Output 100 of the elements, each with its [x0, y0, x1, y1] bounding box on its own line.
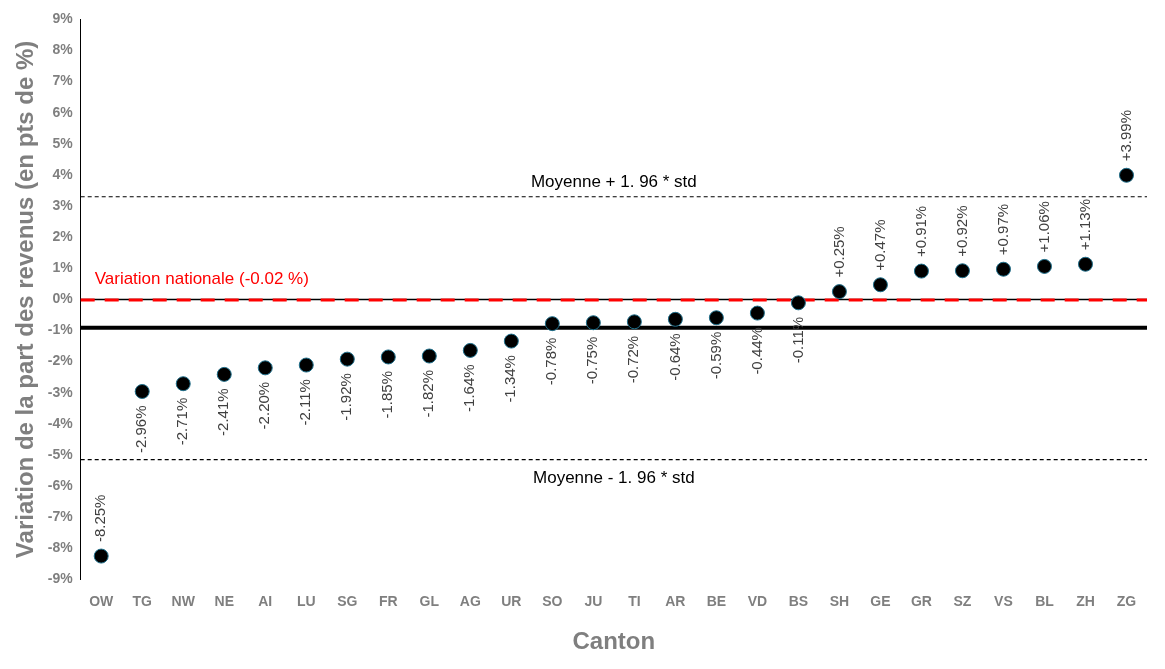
point — [1118, 167, 1134, 183]
x-tick-label: NW — [171, 592, 196, 609]
y-tick-label: -3% — [47, 383, 74, 400]
x-tick-label: ZG — [1116, 592, 1137, 609]
point — [1077, 256, 1093, 272]
x-tick-label: BL — [1035, 592, 1055, 609]
data-label: -1.64% — [460, 364, 478, 412]
y-tick-label: 5% — [52, 134, 74, 151]
x-tick-label: NE — [214, 592, 234, 609]
data-label: -2.96% — [132, 405, 150, 454]
y-tick-label: -4% — [47, 414, 74, 431]
point — [585, 315, 601, 331]
data-label: -2.41% — [214, 388, 232, 436]
x-tick-label: ZH — [1076, 592, 1095, 609]
data-label: -2.71% — [173, 397, 191, 446]
y-tick-label: -9% — [47, 570, 74, 587]
point — [913, 263, 929, 279]
x-tick-label: AG — [459, 592, 481, 609]
x-tick-label: FR — [378, 592, 398, 609]
ref-line-label: Moyenne + 1. 96 * std — [530, 171, 697, 191]
x-axis-title: Canton — [572, 627, 656, 655]
data-label: -0.78% — [542, 337, 560, 386]
x-tick-label: VD — [747, 592, 768, 609]
point — [257, 360, 273, 376]
point — [93, 548, 109, 564]
point — [790, 295, 806, 311]
point — [749, 305, 765, 321]
y-tick-label: -7% — [47, 508, 74, 525]
y-tick-label: 4% — [52, 165, 74, 182]
point — [708, 310, 724, 326]
x-tick-label: OW — [89, 592, 115, 609]
y-tick-label: 7% — [52, 72, 74, 89]
x-tick-label: SH — [829, 592, 850, 609]
data-label: -1.92% — [337, 373, 355, 421]
x-tick-label: AI — [258, 592, 273, 609]
point — [954, 263, 970, 279]
point — [134, 383, 150, 399]
data-label: -1.85% — [378, 370, 396, 419]
data-label: -8.25% — [91, 494, 109, 543]
point — [544, 316, 560, 332]
x-tick-label: AR — [665, 592, 686, 609]
data-label: -0.64% — [665, 333, 683, 381]
data-label: -2.20% — [255, 381, 273, 430]
data-label: -0.75% — [583, 336, 601, 385]
x-tick-label: GL — [419, 592, 440, 609]
x-tick-label: SG — [337, 592, 358, 609]
y-tick-label: 9% — [52, 10, 74, 27]
data-label: +0.92% — [952, 205, 970, 257]
data-label: +1.06% — [1034, 201, 1052, 253]
point — [831, 284, 847, 300]
data-label: +3.99% — [1116, 109, 1134, 162]
point — [667, 311, 683, 327]
point — [380, 349, 396, 365]
x-tick-label: UR — [501, 592, 522, 609]
y-tick-label: 0% — [52, 290, 74, 307]
x-tick-label: TG — [132, 592, 153, 609]
point — [995, 261, 1011, 277]
point — [339, 351, 355, 367]
point — [298, 357, 314, 373]
data-label: +1.13% — [1075, 198, 1093, 251]
ref-line-label: Moyenne - 1. 96 * std — [533, 467, 695, 487]
y-tick-label: 1% — [52, 259, 74, 276]
y-tick-label: -6% — [47, 476, 74, 493]
point — [503, 333, 519, 349]
data-label: -2.11% — [296, 379, 314, 426]
x-tick-label: VS — [994, 592, 1013, 609]
y-tick-label: 8% — [52, 41, 74, 58]
point — [175, 376, 191, 392]
x-tick-label: TI — [628, 592, 641, 609]
y-tick-label: 2% — [52, 228, 74, 245]
point — [216, 366, 232, 382]
y-tick-label: -8% — [47, 539, 74, 556]
x-tick-label: LU — [296, 592, 316, 609]
point — [1036, 258, 1052, 274]
y-tick-label: -5% — [47, 445, 74, 462]
data-label: -0.44% — [747, 327, 765, 375]
point — [462, 342, 478, 358]
x-tick-label: GR — [910, 592, 932, 609]
data-label: -1.82% — [419, 370, 437, 418]
data-label: +0.25% — [829, 226, 847, 278]
data-label: -0.11% — [788, 316, 806, 364]
data-label: +0.91% — [911, 205, 929, 258]
point — [626, 314, 642, 330]
y-tick-label: 6% — [52, 103, 74, 120]
x-tick-label: BE — [706, 592, 727, 609]
point — [421, 348, 437, 364]
data-label: +0.97% — [993, 203, 1011, 256]
x-tick-label: GE — [870, 592, 891, 609]
x-tick-label: SZ — [953, 592, 972, 609]
y-tick-label: -1% — [47, 321, 74, 338]
point — [872, 277, 888, 293]
data-label: -0.59% — [706, 331, 724, 380]
x-tick-label: BS — [788, 592, 809, 609]
data-label: +0.47% — [870, 219, 888, 271]
x-tick-label: SO — [542, 592, 563, 609]
x-tick-label: JU — [584, 592, 603, 609]
y-tick-label: -2% — [47, 352, 74, 369]
data-label: -0.72% — [624, 335, 642, 384]
data-label: -1.34% — [501, 355, 519, 403]
y-tick-label: 3% — [52, 196, 74, 213]
